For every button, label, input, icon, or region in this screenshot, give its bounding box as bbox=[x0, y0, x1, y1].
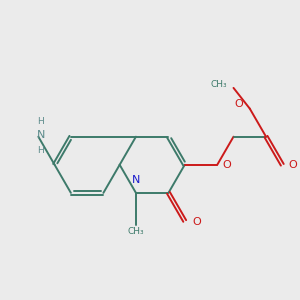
Text: O: O bbox=[235, 99, 243, 109]
Text: CH₃: CH₃ bbox=[211, 80, 228, 89]
Text: O: O bbox=[192, 218, 201, 227]
Text: H: H bbox=[37, 117, 44, 126]
Text: CH₃: CH₃ bbox=[128, 227, 144, 236]
Text: N: N bbox=[132, 176, 140, 185]
Text: O: O bbox=[289, 160, 298, 170]
Text: O: O bbox=[223, 160, 231, 170]
Text: N: N bbox=[37, 130, 45, 140]
Text: H: H bbox=[37, 146, 44, 154]
